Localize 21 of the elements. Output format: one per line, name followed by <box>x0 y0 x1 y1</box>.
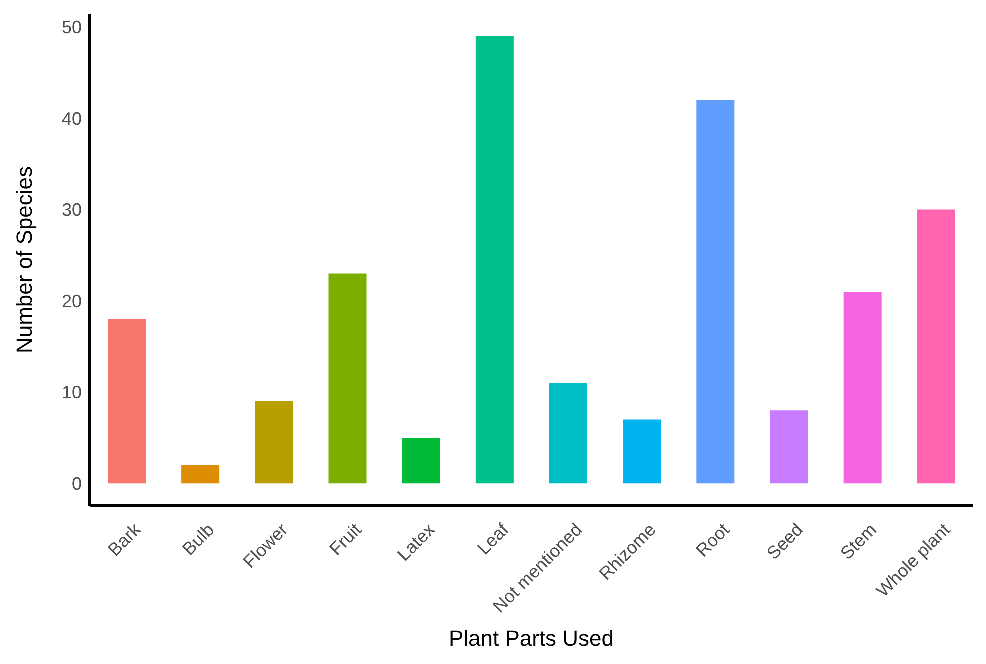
bar <box>402 438 440 484</box>
bar <box>328 274 367 484</box>
y-tick-label: 20 <box>62 291 82 312</box>
y-tick-label: 10 <box>62 382 82 403</box>
bar <box>476 36 514 484</box>
bar <box>550 383 588 484</box>
bar <box>696 100 735 484</box>
y-axis-title: Number of Species <box>12 166 37 354</box>
y-tick-label: 0 <box>72 474 82 494</box>
bar <box>770 410 808 484</box>
y-tick-label: 40 <box>62 108 82 129</box>
bar <box>844 292 882 484</box>
bar <box>623 420 662 484</box>
y-tick-label: 50 <box>62 18 82 38</box>
bar <box>108 319 146 484</box>
bar <box>917 210 956 484</box>
x-axis-title: Plant Parts Used <box>448 626 614 651</box>
bar <box>182 465 220 484</box>
bar <box>255 401 294 484</box>
x-tick-label: Bulb <box>178 520 218 560</box>
y-tick-label: 30 <box>62 200 82 220</box>
